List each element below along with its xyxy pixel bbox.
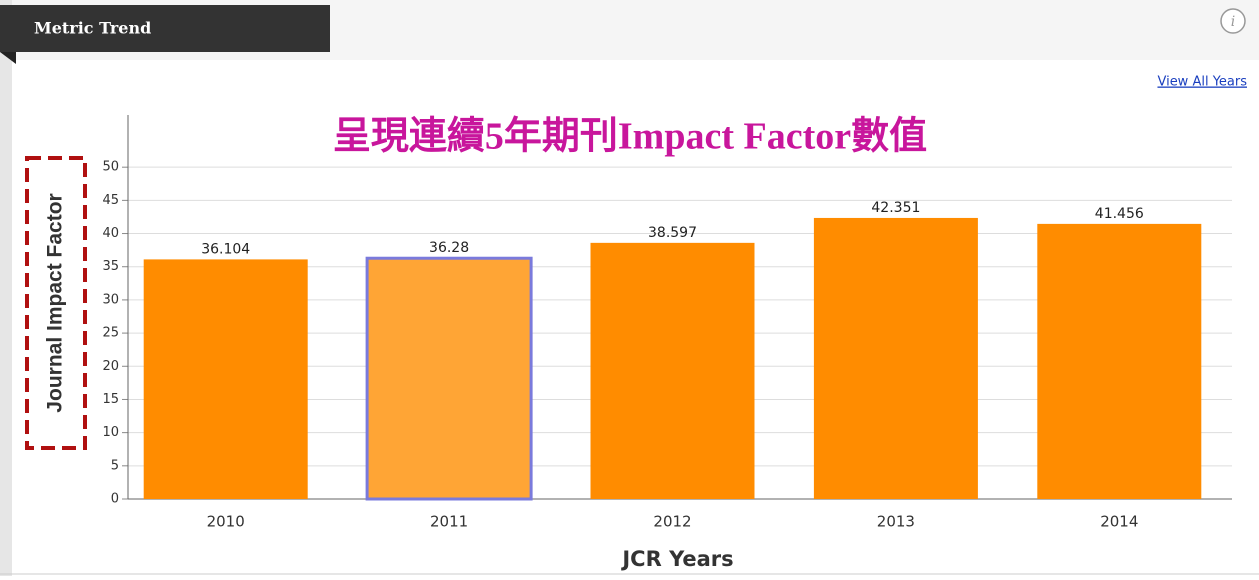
- annotation-title: 呈現連續5年期刊Impact Factor數值: [333, 116, 927, 158]
- info-icon[interactable]: [1220, 8, 1246, 34]
- value-label: 36.104: [201, 241, 250, 257]
- y-axis-label: Journal Impact Factor: [44, 193, 67, 412]
- y-tick-label: 45: [102, 193, 119, 208]
- y-tick-label: 15: [102, 392, 119, 407]
- y-tick-label: 0: [111, 492, 119, 507]
- x-tick-label: 2011: [430, 513, 468, 531]
- y-tick-label: 5: [111, 458, 119, 473]
- x-tick-label: 2014: [1100, 513, 1138, 531]
- y-tick-label: 50: [102, 160, 119, 175]
- y-tick-label: 20: [102, 359, 119, 374]
- bar: [813, 217, 978, 499]
- tab-bg: [0, 5, 330, 52]
- view-all-link[interactable]: View All Years: [1157, 75, 1247, 90]
- info-icon-glyph: i: [1231, 14, 1235, 30]
- x-tick-label: 2010: [207, 513, 245, 531]
- left-edge: [0, 0, 12, 576]
- x-tick-label: 2012: [653, 513, 691, 531]
- bar: [590, 242, 755, 500]
- y-tick-label: 30: [102, 292, 119, 307]
- y-tick-label: 25: [102, 326, 119, 341]
- bar: [143, 259, 308, 499]
- value-label: 36.28: [429, 240, 469, 256]
- y-tick-label: 35: [102, 259, 119, 274]
- annotation-box: [25, 156, 87, 450]
- bar: [1037, 223, 1202, 499]
- value-label: 41.456: [1095, 206, 1144, 222]
- y-tick-label: 40: [102, 226, 119, 241]
- bar: [365, 256, 533, 501]
- tab-corner: [0, 52, 16, 64]
- x-axis-label: JCR Years: [620, 547, 733, 571]
- tab-title: Metric Trend: [34, 19, 151, 38]
- x-tick-label: 2013: [877, 513, 915, 531]
- value-label: 42.351: [871, 200, 920, 216]
- value-label: 38.597: [648, 225, 697, 241]
- y-tick-label: 10: [102, 425, 119, 440]
